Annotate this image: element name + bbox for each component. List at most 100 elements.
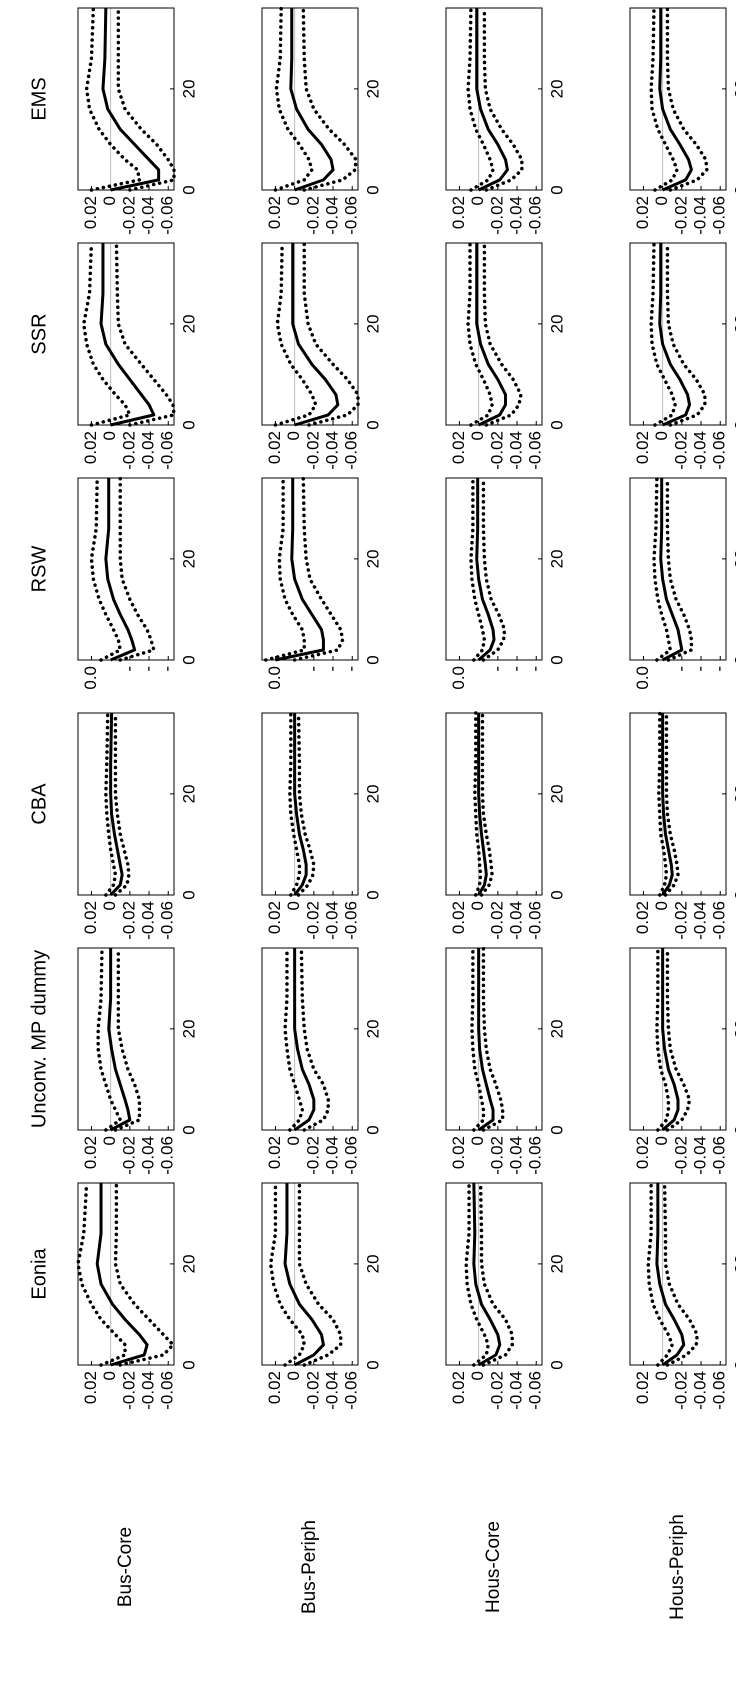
y-tick-label: -0.06: [526, 1136, 545, 1175]
y-tick-label: -: [158, 666, 177, 672]
irf-line: [268, 1181, 306, 1367]
plot-frame: [629, 7, 727, 191]
y-tick-label: -0.02: [303, 901, 322, 940]
irf-line: [101, 7, 161, 192]
x-tick-label: 20: [547, 314, 566, 333]
x-tick-label: 0: [179, 890, 198, 899]
y-tick-label: 0: [652, 1136, 671, 1145]
rotated-figure: Eonia Unconv. MP dummy CBA RSW SSR EMS Bus-Cor…: [28, 6, 736, 1620]
y-tick-label: -0.04: [323, 431, 342, 470]
y-tick-label: -: [303, 666, 322, 672]
x-tick-label: 0: [547, 1125, 566, 1134]
irf-line: [477, 713, 488, 896]
x-tick-label: 0: [547, 420, 566, 429]
irf-line: [113, 946, 142, 1132]
y-tick-label: 0: [100, 431, 119, 440]
x-tick-label: 0: [547, 185, 566, 194]
y-tick-label: -0.04: [507, 901, 526, 940]
y-tick-label: 0: [468, 1136, 487, 1145]
irf-line: [292, 476, 345, 662]
plot-frame: [261, 477, 359, 661]
y-tick-label: 0.02: [81, 1136, 100, 1169]
plot-frame: [629, 477, 727, 661]
y-tick-label: -0.02: [671, 196, 690, 235]
y-tick-label: 0.02: [633, 901, 652, 934]
irf-line: [649, 6, 679, 192]
y-tick-label: 0: [284, 1136, 303, 1145]
plot-frame: [77, 947, 175, 1131]
y-tick-label: 0.02: [81, 431, 100, 464]
y-tick-label: 0.02: [265, 1371, 284, 1404]
y-tick-label: 0: [284, 196, 303, 205]
x-tick-label: 20: [363, 1254, 382, 1273]
x-tick-label: 20: [547, 1254, 566, 1273]
y-tick-label: -0.04: [139, 1136, 158, 1175]
column-title: Unconv. MP dummy: [28, 950, 50, 1128]
y-tick-label: 0.0: [633, 666, 652, 690]
irf-line: [475, 478, 496, 662]
y-tick-label: -0.02: [303, 196, 322, 235]
irf-line: [264, 476, 306, 662]
plot-frame: [261, 242, 359, 426]
x-tick-label: 20: [363, 314, 382, 333]
row-label: Hous-Periph: [667, 1514, 688, 1620]
x-tick-label: 20: [731, 79, 736, 98]
y-tick-label: 0.02: [265, 196, 284, 229]
x-tick-label: 0: [363, 185, 382, 194]
irf-line: [663, 711, 680, 897]
y-tick-label: -0.06: [710, 1136, 729, 1175]
y-tick-label: -0.06: [526, 1371, 545, 1410]
x-tick-label: 20: [179, 549, 198, 568]
x-tick-label: 20: [363, 784, 382, 803]
y-tick-label: -0.06: [158, 431, 177, 470]
x-tick-label: 0: [547, 890, 566, 899]
irf-line: [477, 948, 495, 1132]
y-tick-label: -0.06: [710, 1371, 729, 1410]
x-tick-label: 20: [179, 1019, 198, 1038]
y-tick-label: -0.06: [158, 1136, 177, 1175]
y-tick-label: -0.04: [507, 196, 526, 235]
plot-frame: [261, 1182, 359, 1366]
x-tick-label: 20: [363, 549, 382, 568]
irf-line: [96, 946, 122, 1132]
irf-line: [113, 711, 131, 897]
irf-line: [665, 946, 692, 1132]
y-tick-label: 0: [652, 1371, 671, 1380]
x-tick-label: 0: [363, 420, 382, 429]
y-tick-label: -0.04: [691, 196, 710, 235]
irf-line: [473, 711, 483, 897]
plot-frame: [261, 7, 359, 191]
y-tick-label: -: [487, 666, 506, 672]
y-tick-label: 0: [468, 196, 487, 205]
irf-line: [99, 243, 156, 427]
y-tick-label: 0.02: [265, 1136, 284, 1169]
x-tick-label: 0: [547, 655, 566, 664]
y-tick-label: 0: [284, 901, 303, 910]
y-tick-label: -0.02: [671, 431, 690, 470]
irf-line: [296, 711, 316, 897]
y-tick-label: -0.02: [119, 1136, 138, 1175]
column-title: RSW: [28, 546, 50, 593]
irf-line: [291, 243, 340, 427]
y-tick-label: -: [710, 666, 729, 672]
y-tick-label: 0.0: [81, 666, 100, 690]
x-tick-label: 0: [179, 185, 198, 194]
x-tick-label: 0: [731, 655, 736, 664]
y-tick-label: -0.02: [119, 431, 138, 470]
y-tick-label: -0.06: [526, 901, 545, 940]
x-tick-label: 20: [547, 549, 566, 568]
x-tick-label: 20: [363, 79, 382, 98]
irf-line: [275, 478, 325, 662]
irf-line: [658, 8, 693, 192]
plot-frame: [629, 242, 727, 426]
irf-line: [652, 476, 673, 662]
y-tick-label: -0.06: [710, 901, 729, 940]
y-tick-label: 0.02: [633, 1136, 652, 1169]
y-tick-label: -0.04: [507, 1136, 526, 1175]
y-tick-label: -: [671, 666, 690, 672]
y-tick-label: -0.04: [139, 196, 158, 235]
y-tick-label: -0.02: [671, 901, 690, 940]
irf-line: [107, 948, 132, 1132]
y-tick-label: 0: [652, 901, 671, 910]
y-tick-label: -0.06: [342, 1371, 361, 1410]
